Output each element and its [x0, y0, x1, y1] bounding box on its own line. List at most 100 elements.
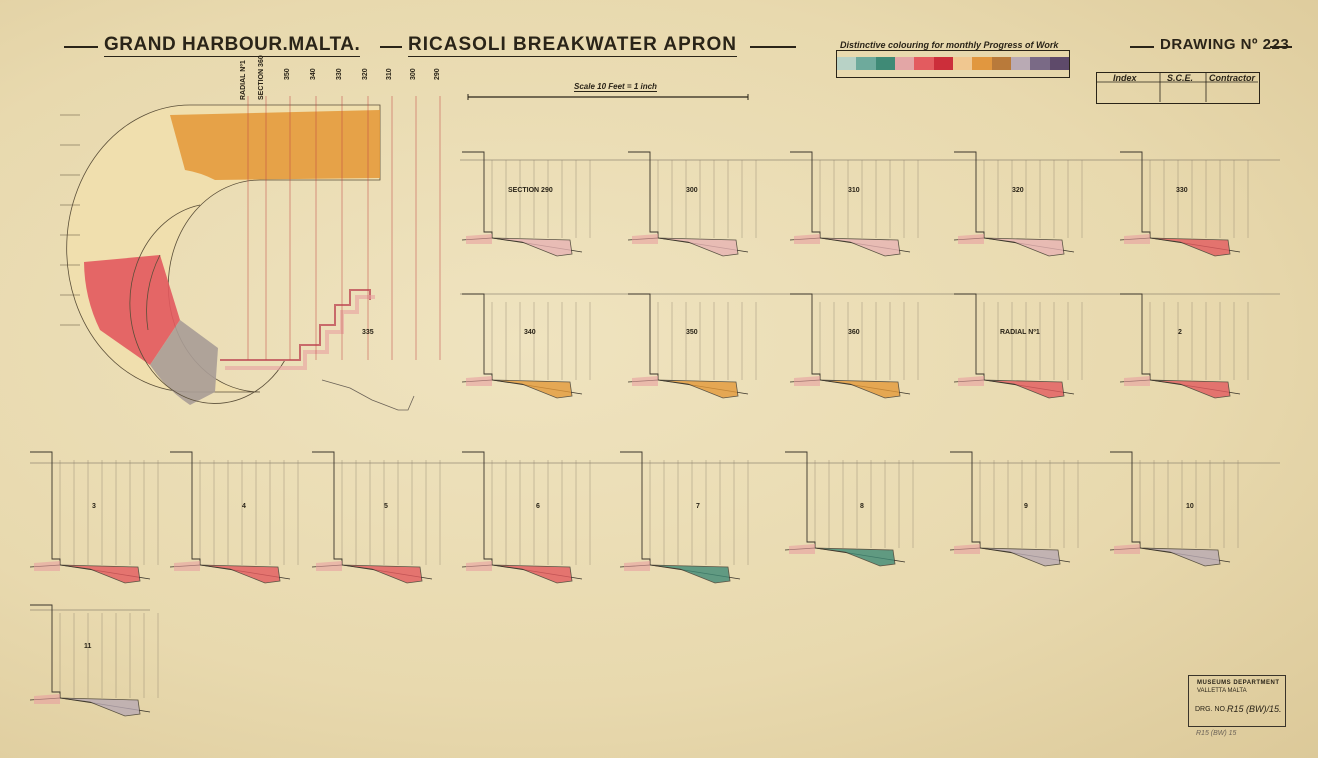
apron-fill: [983, 379, 1065, 399]
existing-masonry: [34, 561, 60, 571]
stamp-drg-label: DRG. NO.: [1195, 706, 1227, 713]
section-label-300: 300: [410, 68, 417, 80]
quay-wall-profile: [950, 451, 981, 548]
title-rule-left: [64, 46, 98, 48]
apron-fill: [979, 547, 1061, 567]
section-9-label: 9: [1024, 503, 1028, 510]
section-label-320: 320: [362, 68, 369, 80]
section-360-label: 360: [848, 329, 860, 336]
index-table: Index S.C.E. Contractor: [1096, 72, 1260, 104]
apron-fill: [1149, 379, 1231, 399]
existing-masonry: [958, 234, 984, 244]
existing-masonry: [794, 234, 820, 244]
section-label-350: 350: [284, 68, 291, 80]
apron-fill: [199, 564, 281, 584]
apron-fill: [819, 379, 901, 399]
stamp-location: VALLETTA MALTA: [1197, 688, 1247, 694]
existing-masonry: [624, 561, 650, 571]
stamp-department: MUSEUMS DEPARTMENT: [1197, 680, 1280, 686]
section-6-label: 6: [536, 503, 540, 510]
existing-masonry: [794, 376, 820, 386]
quay-wall-profile: [628, 293, 659, 380]
drawing-subtitle: RICASOLI BREAKWATER APRON: [408, 34, 737, 57]
section-label-330: 330: [336, 68, 343, 80]
apron-fill: [649, 564, 731, 584]
apron-fill: [59, 564, 141, 584]
section-8-label: 8: [860, 503, 864, 510]
existing-masonry: [174, 561, 200, 571]
stamp-drg-ref: R15 (BW)/15.: [1227, 704, 1282, 714]
legend-swatch: [1049, 57, 1070, 70]
section-label-360: SECTION 360: [258, 55, 265, 100]
existing-masonry: [958, 376, 984, 386]
progress-legend: [836, 50, 1070, 78]
section-7-label: 7: [696, 503, 700, 510]
existing-masonry: [1124, 376, 1150, 386]
section-3-label: 3: [92, 503, 96, 510]
existing-masonry: [466, 376, 492, 386]
quay-wall-profile: [1110, 451, 1141, 548]
section-290-label: SECTION 290: [508, 187, 553, 194]
section-330-label: 330: [1176, 187, 1188, 194]
apron-fill: [657, 379, 739, 399]
radial-label-1: RADIAL Nº1: [240, 60, 247, 100]
drawing-no-rule-right: [1270, 46, 1292, 48]
existing-masonry: [1114, 544, 1140, 554]
quay-wall-profile: [785, 451, 816, 548]
existing-masonry: [466, 234, 492, 244]
apron-fill: [657, 237, 739, 257]
section-340-label: 340: [524, 329, 536, 336]
quay-wall-profile: [462, 293, 493, 380]
drawing-number: DRAWING Nº 223: [1160, 36, 1290, 53]
apron-fill: [819, 237, 901, 257]
drawing-title: GRAND HARBOUR.MALTA.: [104, 34, 361, 57]
section-10-label: 10: [1186, 503, 1194, 510]
existing-masonry: [316, 561, 342, 571]
section-350-label: 350: [686, 329, 698, 336]
quay-wall-profile: [312, 451, 343, 565]
apron-fill: [1149, 237, 1231, 257]
apron-fill: [341, 564, 423, 584]
plan-radial-lines: [60, 96, 441, 360]
section-label-310: 310: [386, 68, 393, 80]
existing-masonry: [632, 376, 658, 386]
existing-masonry: [954, 544, 980, 554]
cross-sections: [29, 151, 1249, 717]
quay-wall-profile: [954, 151, 985, 238]
section-4-label: 4: [242, 503, 246, 510]
sce-header: S.C.E.: [1167, 73, 1194, 83]
quay-wall-profile: [30, 604, 61, 698]
title-rule-right: [750, 46, 796, 48]
apron-fill: [491, 379, 573, 399]
section-label-335: 335: [362, 329, 374, 336]
museum-stamp: MUSEUMS DEPARTMENT VALLETTA MALTA DRG. N…: [1188, 675, 1286, 727]
contractor-header: Contractor: [1209, 73, 1256, 83]
section-11-label: 11: [84, 643, 92, 650]
quay-wall-profile: [628, 151, 659, 238]
existing-masonry: [632, 234, 658, 244]
quay-wall-profile: [790, 151, 821, 238]
quay-wall-profile: [620, 451, 651, 565]
section-label-340: 340: [310, 68, 317, 80]
section-5-label: 5: [384, 503, 388, 510]
quay-wall-profile: [790, 293, 821, 380]
quay-wall-profile: [462, 451, 493, 565]
existing-masonry: [789, 544, 815, 554]
apron-fill: [59, 697, 141, 717]
quay-wall-profile: [954, 293, 985, 380]
apron-fill: [491, 564, 573, 584]
title-rule-mid: [380, 46, 402, 48]
scale-label: Scale 10 Feet = 1 inch: [574, 82, 657, 92]
section-label-290: 290: [434, 68, 441, 80]
breakwater-plan: [66, 104, 381, 405]
quay-wall-profile: [1120, 151, 1151, 238]
existing-masonry: [34, 694, 60, 704]
apron-fill: [1139, 547, 1221, 567]
section-300-label: 300: [686, 187, 698, 194]
index-header: Index: [1113, 73, 1137, 83]
section-320-label: 320: [1012, 187, 1024, 194]
apron-fill: [491, 237, 573, 257]
quay-wall-profile: [170, 451, 201, 565]
pencil-reference: R15 (BW) 15: [1196, 730, 1237, 737]
